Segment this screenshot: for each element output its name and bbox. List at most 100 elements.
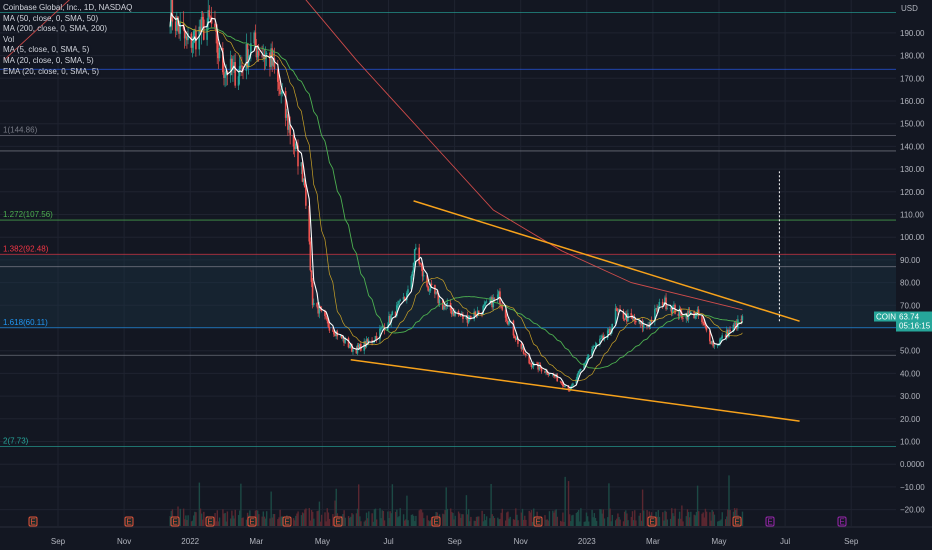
- volume-bar: [623, 511, 626, 526]
- volume-bar: [567, 481, 570, 526]
- price-tick-label: 130.00: [900, 165, 925, 174]
- volume-bar: [359, 516, 361, 526]
- volume-bar: [399, 508, 401, 526]
- volume-bar: [728, 475, 730, 526]
- candle-body: [420, 263, 423, 267]
- volume-bar: [703, 517, 706, 526]
- price-tick-label: 20.00: [900, 415, 921, 424]
- candle-body: [301, 162, 304, 182]
- candle-body: [729, 329, 731, 332]
- candle-body: [190, 33, 193, 48]
- event-icon-box: [333, 516, 343, 527]
- volume-bar: [485, 516, 488, 526]
- volume-bar: [405, 519, 407, 526]
- volume-bar: [577, 510, 580, 526]
- candle-body: [459, 314, 462, 317]
- volume-bar: [609, 508, 611, 526]
- volume-bar: [442, 513, 444, 526]
- candle-body: [536, 362, 538, 364]
- volume-bar: [469, 521, 471, 526]
- candle-body: [617, 310, 619, 312]
- candle-body: [571, 385, 573, 387]
- candle-body: [732, 324, 735, 332]
- volume-bar: [261, 516, 263, 526]
- volume-bar: [685, 516, 688, 526]
- candle-body: [224, 74, 226, 78]
- candle-body: [482, 305, 484, 315]
- candle-body: [592, 346, 594, 350]
- volume-bar: [214, 513, 216, 526]
- ma200-line: [3, 0, 743, 311]
- candle-body: [520, 343, 523, 349]
- candle-body: [569, 386, 572, 390]
- volume-bar: [595, 520, 598, 526]
- candle-body: [403, 297, 406, 300]
- indicator-ma50[interactable]: MA (50, close, 0, SMA, 50): [3, 13, 99, 23]
- volume-bar: [698, 511, 700, 526]
- candle-body: [670, 307, 673, 313]
- candle-body: [461, 314, 463, 317]
- volume-bar: [600, 509, 602, 526]
- volume-bar: [497, 517, 499, 526]
- event-icon-letter: E: [207, 518, 212, 527]
- price-tick-label: 30.00: [900, 392, 921, 401]
- volume-bar: [627, 520, 629, 526]
- candle-body: [399, 299, 401, 301]
- volume-bar: [564, 476, 566, 526]
- volume-bar: [350, 516, 352, 526]
- candle-body: [421, 266, 424, 277]
- candle-body: [655, 308, 657, 310]
- event-icon-future: E: [837, 516, 847, 527]
- candle-body: [457, 311, 460, 315]
- candle-body: [694, 316, 697, 319]
- symbol-title[interactable]: Coinbase Global, Inc., 1D, NASDAQ: [3, 3, 133, 12]
- candle-body: [450, 310, 453, 315]
- candle-body: [343, 337, 345, 343]
- volume-bar: [169, 516, 171, 526]
- volume-bar: [530, 510, 533, 526]
- time-tick-label: Nov: [117, 537, 131, 546]
- candle-body: [397, 303, 399, 306]
- candle-body: [407, 289, 409, 293]
- candle-body: [446, 303, 449, 305]
- candle-body: [470, 316, 472, 320]
- volume-bar: [492, 516, 495, 526]
- indicator-vol[interactable]: Vol: [3, 34, 15, 44]
- event-icon-letter: E: [30, 518, 35, 527]
- candle-body: [284, 91, 287, 118]
- volume-bar: [608, 483, 610, 526]
- volume-bar: [602, 509, 605, 526]
- candle-body: [278, 81, 280, 90]
- volume-bar: [295, 515, 297, 526]
- event-icon-box: [28, 516, 38, 527]
- volume-bar: [553, 512, 555, 526]
- candle-body: [222, 48, 224, 73]
- candle-body: [348, 347, 351, 349]
- candle-body: [664, 297, 666, 304]
- candle-body: [551, 374, 554, 376]
- indicator-ma5[interactable]: MA (5, close, 0, SMA, 5): [3, 45, 90, 55]
- candle-body: [489, 301, 491, 303]
- candle-body: [364, 341, 367, 347]
- volume-bar: [522, 519, 525, 526]
- volume-bar: [643, 510, 645, 526]
- candle-body: [191, 42, 194, 48]
- volume-bar: [483, 513, 486, 526]
- candle-body: [641, 321, 644, 329]
- candle-body: [438, 299, 441, 304]
- indicator-ma20[interactable]: MA (20, close, 0, SMA, 5): [3, 55, 94, 65]
- volume-bar: [297, 511, 299, 526]
- volume-bar: [681, 505, 683, 526]
- volume-bar: [544, 515, 546, 526]
- candle-body: [229, 58, 232, 76]
- candle-body: [513, 335, 516, 339]
- candle-body: [176, 16, 178, 31]
- price-tick-label: 50.00: [900, 347, 921, 356]
- candle-body: [680, 312, 683, 318]
- indicator-ema20[interactable]: EMA (20, close, 0, SMA, 5): [3, 66, 100, 76]
- volume-bar: [239, 510, 241, 526]
- volume-bar: [218, 517, 221, 526]
- price-tick-label: 90.00: [900, 256, 921, 265]
- indicator-ma200[interactable]: MA (200, close, 0, SMA, 200): [3, 24, 108, 34]
